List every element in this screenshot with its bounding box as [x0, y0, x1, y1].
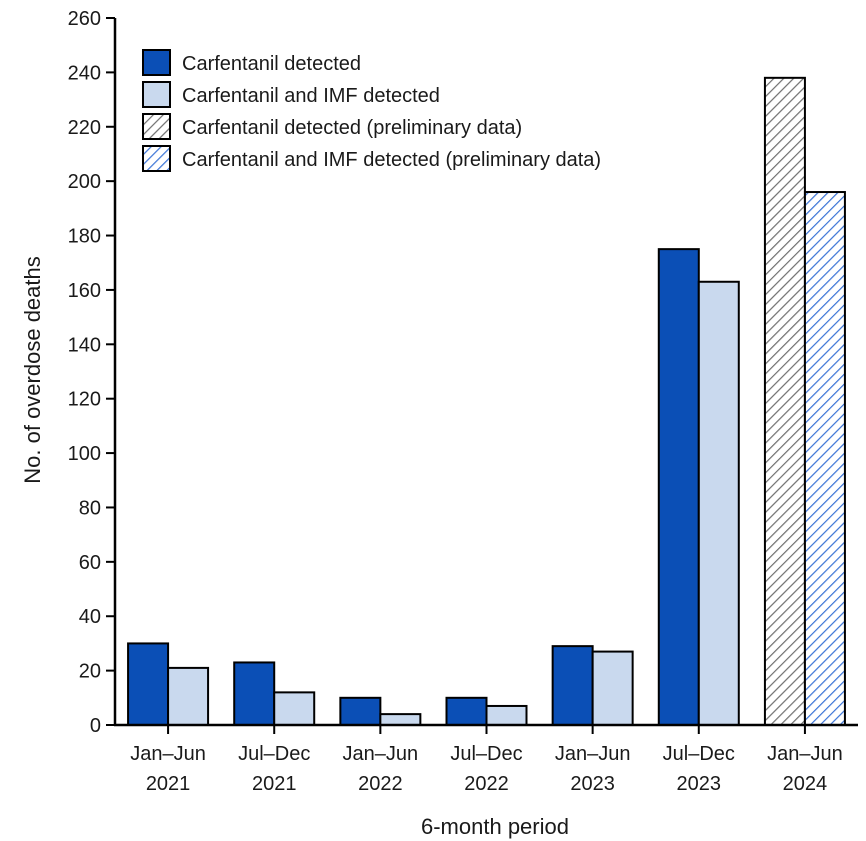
legend-swatch	[142, 113, 171, 140]
legend-label: Carfentanil detected (preliminary data)	[182, 117, 522, 139]
bar	[339, 696, 382, 726]
bar	[551, 645, 594, 727]
x-tick-label-year: 2022	[464, 773, 509, 795]
x-tick-label-period: Jan–Jun	[555, 743, 631, 765]
y-tick-label: 60	[79, 552, 101, 574]
x-tick-label-year: 2024	[783, 773, 828, 795]
legend-label: Carfentanil detected	[182, 53, 361, 75]
bar	[233, 661, 276, 727]
x-tick-label-year: 2023	[677, 773, 722, 795]
y-tick-label: 240	[68, 62, 101, 84]
bar	[445, 696, 488, 726]
bars-layer	[127, 76, 846, 727]
legend-swatch	[142, 81, 171, 108]
x-tick-label-year: 2021	[146, 773, 191, 795]
y-tick-label: 200	[68, 171, 101, 193]
y-tick-label: 100	[68, 443, 101, 465]
bar	[379, 713, 422, 726]
y-tick-label: 40	[79, 606, 101, 628]
bar	[803, 191, 846, 726]
bar	[697, 280, 740, 726]
bar	[657, 248, 700, 726]
y-tick-label: 220	[68, 117, 101, 139]
x-tick-label-period: Jan–Jun	[767, 743, 843, 765]
y-tick-label: 140	[68, 334, 101, 356]
x-tick-label-period: Jul–Dec	[238, 743, 310, 765]
legend-label: Carfentanil and IMF detected	[182, 85, 440, 107]
bar	[273, 691, 316, 726]
x-axis-title: 6-month period	[421, 814, 569, 839]
bar	[167, 666, 210, 727]
y-tick-label: 180	[68, 226, 101, 248]
bar	[763, 76, 806, 727]
legend-label: Carfentanil and IMF detected (preliminar…	[182, 149, 601, 171]
y-tick-label: 0	[90, 715, 101, 737]
legend: Carfentanil detected Carfentanil and IMF …	[142, 49, 601, 172]
x-tick-label-year: 2021	[252, 773, 297, 795]
legend-swatch	[142, 145, 171, 172]
y-tick-label: 20	[79, 661, 101, 683]
x-tick-label-year: 2023	[570, 773, 615, 795]
legend-swatch	[142, 49, 171, 76]
bar	[591, 650, 634, 726]
x-tick-label-period: Jan–Jun	[130, 743, 206, 765]
y-axis-title: No. of overdose deaths	[20, 256, 45, 483]
x-tick-label-year: 2022	[358, 773, 403, 795]
x-tick-label-period: Jul–Dec	[450, 743, 522, 765]
bar	[127, 642, 170, 727]
y-tick-label: 160	[68, 280, 101, 302]
x-tick-label-period: Jan–Jun	[343, 743, 419, 765]
axes-layer: 0 20 40 60 80 100 120 140 160 180 200 220 240 260 Jan–…	[68, 8, 858, 795]
y-tick-label: 120	[68, 389, 101, 411]
bar	[485, 704, 528, 727]
y-tick-label: 80	[79, 497, 101, 519]
y-tick-label: 260	[68, 8, 101, 30]
x-tick-label-period: Jul–Dec	[663, 743, 735, 765]
